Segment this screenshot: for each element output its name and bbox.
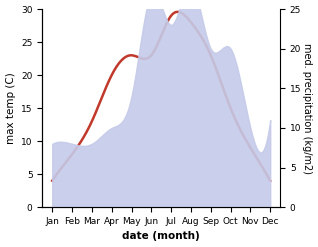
X-axis label: date (month): date (month) bbox=[122, 231, 200, 242]
Y-axis label: max temp (C): max temp (C) bbox=[5, 72, 16, 144]
Y-axis label: med. precipitation (kg/m2): med. precipitation (kg/m2) bbox=[302, 43, 313, 174]
